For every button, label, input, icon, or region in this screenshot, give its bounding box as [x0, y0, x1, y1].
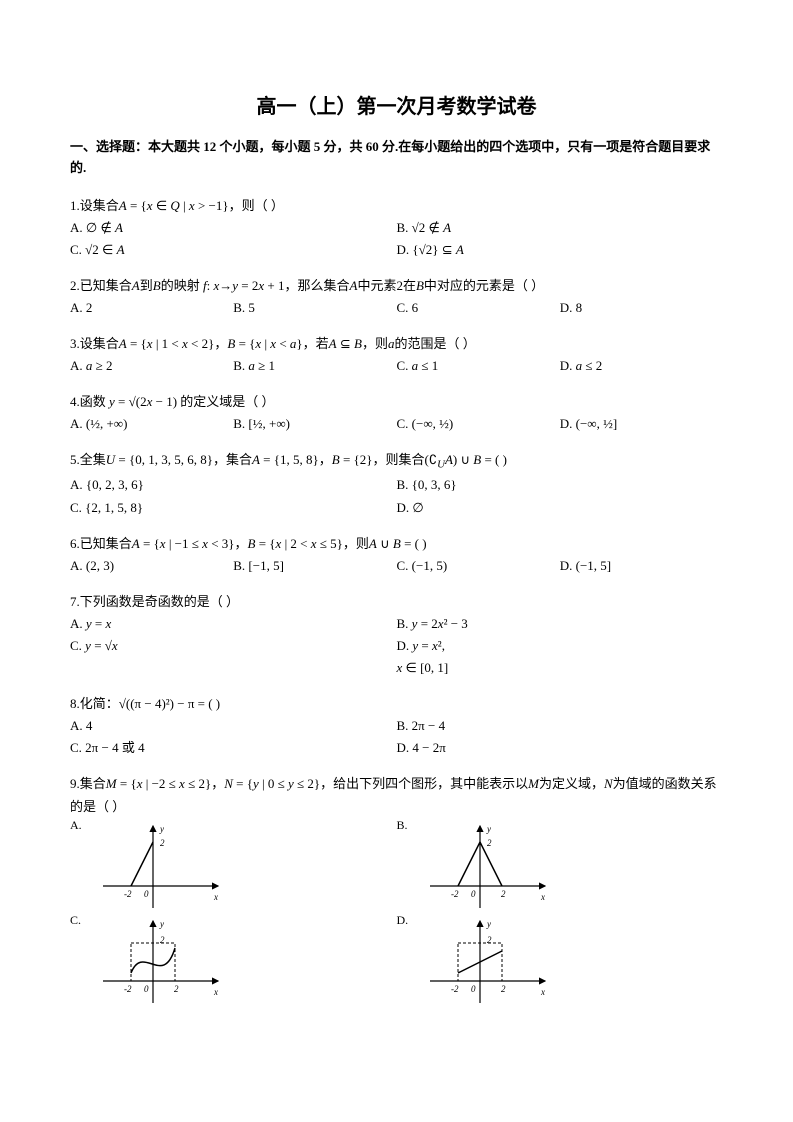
q3-opt-c: C. a ≤ 1: [397, 355, 560, 377]
svg-text:2: 2: [160, 838, 165, 848]
q8-opt-a: A. 4: [70, 715, 397, 737]
svg-text:x: x: [213, 987, 218, 997]
q5-opt-d: D. ∅: [397, 497, 724, 519]
q6-opt-d: D. (−1, 5]: [560, 555, 723, 577]
q4-opt-a: A. (½, +∞): [70, 413, 233, 435]
question-6: 6.已知集合A = {x | −1 ≤ x < 3}，B = {x | 2 < …: [70, 533, 723, 577]
svg-text:x: x: [540, 987, 545, 997]
q1-opt-b: B. √2 ∉ A: [397, 217, 724, 239]
svg-text:0: 0: [144, 889, 149, 899]
graph-a-svg: x y 0 -2 2: [88, 818, 228, 913]
question-7: 7.下列函数是奇函数的是（ ） A. y = x B. y = 2x² − 3 …: [70, 591, 723, 679]
q2-opt-a: A. 2: [70, 297, 233, 319]
q4-opt-c: C. (−∞, ½): [397, 413, 560, 435]
q7-opt-d-extra: x ∈ [0, 1]: [397, 657, 724, 679]
q7-opt-d-spacer: [70, 657, 397, 679]
svg-text:-2: -2: [451, 984, 459, 994]
q8-opt-c: C. 2π − 4 或 4: [70, 737, 397, 759]
q1-opt-a: A. ∅ ∉ A: [70, 217, 397, 239]
q9-graph-c: C. x y 0 -2 2 2: [70, 913, 397, 1008]
q4-opt-d: D. (−∞, ½]: [560, 413, 723, 435]
svg-text:x: x: [540, 892, 545, 902]
question-8: 8.化简：√((π − 4)²) − π = ( ) A. 4 B. 2π − …: [70, 693, 723, 759]
q2-stem: 2.已知集合A到B的映射 f: x→y = 2x + 1，那么集合A中元素2在B…: [70, 275, 723, 297]
svg-text:2: 2: [487, 838, 492, 848]
svg-text:-2: -2: [124, 889, 132, 899]
q5-opt-c: C. {2, 1, 5, 8}: [70, 497, 397, 519]
q6-opt-a: A. (2, 3): [70, 555, 233, 577]
svg-text:y: y: [486, 824, 491, 834]
svg-text:y: y: [159, 919, 164, 929]
q9-label-b: B.: [397, 818, 415, 833]
q1-stem: 1.设集合A = {x ∈ Q | x > −1}，则（ ）: [70, 195, 723, 217]
svg-text:0: 0: [471, 889, 476, 899]
question-1: 1.设集合A = {x ∈ Q | x > −1}，则（ ） A. ∅ ∉ A …: [70, 195, 723, 261]
q8-stem: 8.化简：√((π − 4)²) − π = ( ): [70, 693, 723, 715]
question-4: 4.函数 y = √(2x − 1) 的定义域是（ ） A. (½, +∞) B…: [70, 391, 723, 435]
q1-opt-d: D. {√2} ⊆ A: [397, 239, 724, 261]
graph-d-svg: x y 0 -2 2 2: [415, 913, 555, 1008]
q7-stem: 7.下列函数是奇函数的是（ ）: [70, 591, 723, 613]
q8-opt-d: D. 4 − 2π: [397, 737, 724, 759]
q6-stem: 6.已知集合A = {x | −1 ≤ x < 3}，B = {x | 2 < …: [70, 533, 723, 555]
q2-opt-c: C. 6: [397, 297, 560, 319]
q3-opt-b: B. a ≥ 1: [233, 355, 396, 377]
q7-opt-b: B. y = 2x² − 3: [397, 613, 724, 635]
svg-text:x: x: [213, 892, 218, 902]
q2-opt-d: D. 8: [560, 297, 723, 319]
svg-text:2: 2: [501, 889, 506, 899]
q3-opt-d: D. a ≤ 2: [560, 355, 723, 377]
q4-opt-b: B. [½, +∞): [233, 413, 396, 435]
question-9: 9.集合M = {x | −2 ≤ x ≤ 2}，N = {y | 0 ≤ y …: [70, 773, 723, 1007]
q2-opt-b: B. 5: [233, 297, 396, 319]
q9-stem: 9.集合M = {x | −2 ≤ x ≤ 2}，N = {y | 0 ≤ y …: [70, 773, 723, 817]
q5-stem: 5.全集U = {0, 1, 3, 5, 6, 8}，集合A = {1, 5, …: [70, 449, 723, 474]
q6-opt-c: C. (−1, 5): [397, 555, 560, 577]
svg-text:-2: -2: [124, 984, 132, 994]
svg-text:-2: -2: [451, 889, 459, 899]
svg-text:0: 0: [471, 984, 476, 994]
q3-opt-a: A. a ≥ 2: [70, 355, 233, 377]
q9-graph-d: D. x y 0 -2 2 2: [397, 913, 724, 1008]
question-2: 2.已知集合A到B的映射 f: x→y = 2x + 1，那么集合A中元素2在B…: [70, 275, 723, 319]
svg-text:y: y: [486, 919, 491, 929]
q7-opt-d: D. y = x²,: [397, 635, 724, 657]
exam-title: 高一（上）第一次月考数学试卷: [70, 90, 723, 119]
q7-opt-a: A. y = x: [70, 613, 397, 635]
svg-text:2: 2: [174, 984, 179, 994]
graph-b-svg: x y 0 -2 2 2: [415, 818, 555, 913]
q4-stem: 4.函数 y = √(2x − 1) 的定义域是（ ）: [70, 391, 723, 413]
section-instruction: 一、选择题：本大题共 12 个小题，每小题 5 分，共 60 分.在每小题给出的…: [70, 137, 723, 179]
q3-stem: 3.设集合A = {x | 1 < x < 2}，B = {x | x < a}…: [70, 333, 723, 355]
q9-label-a: A.: [70, 818, 88, 833]
q5-opt-b: B. {0, 3, 6}: [397, 474, 724, 496]
q9-graphs: A. x y 0 -2 2 B.: [70, 818, 723, 1008]
q1-opt-c: C. √2 ∈ A: [70, 239, 397, 261]
q6-opt-b: B. [−1, 5]: [233, 555, 396, 577]
q9-label-c: C.: [70, 913, 88, 928]
q9-graph-a: A. x y 0 -2 2: [70, 818, 397, 913]
question-3: 3.设集合A = {x | 1 < x < 2}，B = {x | x < a}…: [70, 333, 723, 377]
svg-text:2: 2: [501, 984, 506, 994]
question-5: 5.全集U = {0, 1, 3, 5, 6, 8}，集合A = {1, 5, …: [70, 449, 723, 518]
q7-opt-c: C. y = √x: [70, 635, 397, 657]
exam-page: 高一（上）第一次月考数学试卷 一、选择题：本大题共 12 个小题，每小题 5 分…: [0, 0, 793, 1122]
q9-graph-b: B. x y 0 -2 2 2: [397, 818, 724, 913]
svg-text:y: y: [159, 824, 164, 834]
q8-opt-b: B. 2π − 4: [397, 715, 724, 737]
q9-label-d: D.: [397, 913, 415, 928]
q5-opt-a: A. {0, 2, 3, 6}: [70, 474, 397, 496]
graph-c-svg: x y 0 -2 2 2: [88, 913, 228, 1008]
svg-text:0: 0: [144, 984, 149, 994]
